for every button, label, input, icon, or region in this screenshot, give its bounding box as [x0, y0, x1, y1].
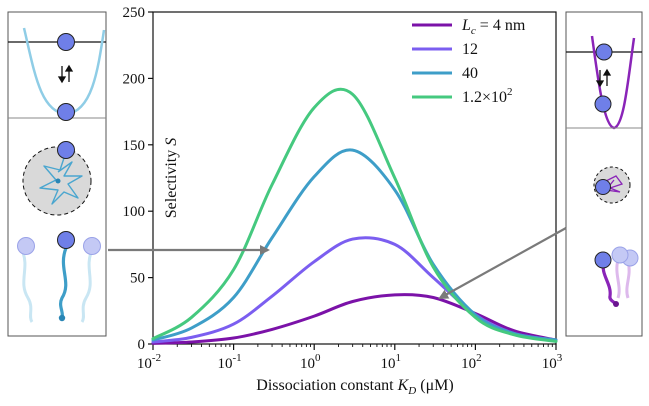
chart-area: 0 50 100 150 200 250 10-2 10-1 100 101 102 103 Sel… [123, 5, 563, 397]
legend-entry: 40 [462, 65, 478, 82]
particle-icon [595, 43, 613, 61]
legend-entry: 1.2×102 [462, 86, 513, 106]
right-connector-arrow [438, 227, 567, 299]
left-tether-diagram [17, 231, 101, 323]
x-axis-label-unit: (μM) [420, 377, 453, 394]
legend-entry: Lc = 4 nm [461, 17, 526, 37]
x-axis-ticks: 10-2 10-1 100 101 102 103 [137, 344, 563, 372]
particle-icon [594, 95, 612, 113]
particle-icon [595, 179, 611, 195]
series-curves [151, 87, 558, 345]
particle-icon [57, 33, 75, 51]
y-tick-label: 250 [123, 5, 146, 21]
x-tick-label: 100 [300, 352, 321, 372]
y-tick-label: 200 [123, 71, 146, 87]
connector-arrows [108, 227, 567, 299]
left-schematic-panel [7, 11, 107, 337]
left-polymer-blob-diagram [22, 141, 92, 216]
x-tick-label: 102 [461, 352, 482, 372]
series-line [151, 148, 558, 342]
particle-icon [57, 103, 75, 121]
right-energy-well-diagram [566, 35, 642, 130]
y-axis-ticks: 0 50 100 150 200 250 [123, 5, 153, 353]
particle-icon [594, 251, 612, 269]
right-tether-diagram [594, 246, 639, 307]
x-axis-label-symbol: K [397, 377, 410, 394]
particle-icon [57, 141, 75, 159]
right-polymer-blob-diagram [593, 166, 631, 204]
y-tick-label: 150 [123, 138, 146, 154]
right-schematic-panel [565, 11, 643, 337]
y-axis-label: Selectivity S [163, 138, 180, 218]
exchange-arrows-icon [57, 64, 74, 84]
x-tick-label: 10-2 [137, 352, 161, 372]
legend-entry: 12 [462, 41, 478, 58]
series-line [151, 293, 558, 345]
y-tick-label: 100 [123, 204, 146, 220]
y-tick-label: 0 [138, 337, 146, 353]
x-tick-label: 101 [381, 352, 402, 372]
y-tick-label: 50 [130, 271, 145, 287]
x-axis-label: Dissociation constant KD (μM) [256, 377, 453, 397]
x-axis-label-subscript: D [407, 385, 416, 397]
legend: Lc = 4 nm 12 40 1.2×102 [412, 17, 526, 106]
y-axis-label-symbol: S [163, 138, 180, 146]
x-axis-label-text: Dissociation constant [256, 377, 394, 394]
x-tick-label: 10-1 [218, 352, 242, 372]
series-line [151, 87, 558, 343]
particle-icon [57, 231, 75, 249]
y-axis-label-text: Selectivity [163, 150, 180, 218]
exchange-arrows-icon [595, 68, 612, 88]
x-tick-label: 103 [542, 352, 563, 372]
left-energy-well-diagram [8, 27, 106, 121]
plot-frame [152, 11, 557, 345]
